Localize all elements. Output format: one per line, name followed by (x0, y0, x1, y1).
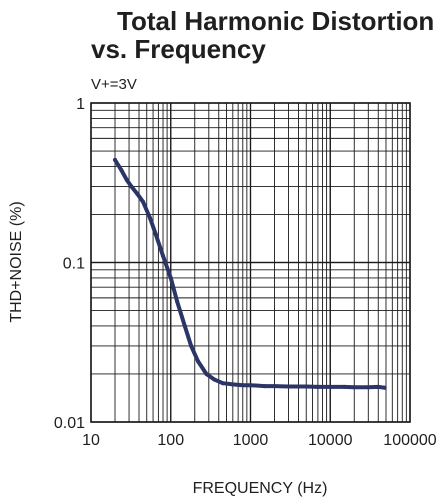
data-point (366, 385, 371, 390)
data-point (168, 276, 173, 280)
y-tick-label: 1 (76, 96, 85, 113)
data-point (212, 377, 217, 382)
data-point (286, 384, 291, 389)
x-tick-label: 1000 (233, 432, 269, 449)
data-point (141, 199, 146, 204)
data-point (189, 343, 194, 348)
data-point (124, 177, 129, 182)
data-point (376, 384, 381, 389)
data-point (153, 232, 158, 237)
plot-frame (90, 102, 411, 423)
data-point (230, 382, 235, 387)
y-tick-label: 0.01 (54, 415, 85, 432)
data-point (352, 385, 357, 390)
y-tick-label: 0.1 (63, 256, 85, 273)
condition-label: V+=3V (91, 76, 137, 93)
chart-title-line-2: vs. Frequency (91, 34, 266, 64)
x-tick-label: 10 (82, 432, 100, 449)
data-point (119, 168, 124, 172)
data-point (342, 384, 347, 389)
data-point (240, 383, 245, 388)
data-point (196, 359, 201, 364)
data-point (272, 384, 277, 389)
data-point (135, 191, 140, 196)
data-layer (113, 157, 387, 390)
data-point (315, 384, 320, 389)
y-axis-label: THD+NOISE (%) (8, 201, 25, 322)
data-point (248, 383, 253, 388)
data-point (262, 384, 267, 389)
data-point (113, 157, 117, 162)
data-point (129, 184, 134, 189)
data-point (182, 324, 187, 328)
data-point (161, 253, 165, 258)
data-point (304, 384, 309, 389)
x-tick-label: 100000 (383, 432, 436, 449)
x-axis-label: FREQUENCY (Hz) (193, 480, 328, 497)
chart-title-line-1: Total Harmonic Distortion (117, 6, 434, 36)
tick-labels: 10 100 1000 10000 100000 0.01 0.1 1 (54, 96, 437, 449)
x-tick-label: 10000 (308, 432, 353, 449)
data-point (148, 216, 152, 220)
data-point (382, 385, 387, 390)
x-tick-label: 100 (157, 432, 184, 449)
data-point (175, 299, 180, 304)
data-point (220, 381, 225, 386)
series-line (113, 157, 387, 390)
grid (90, 102, 411, 423)
data-point (328, 384, 333, 389)
data-point (204, 372, 209, 376)
